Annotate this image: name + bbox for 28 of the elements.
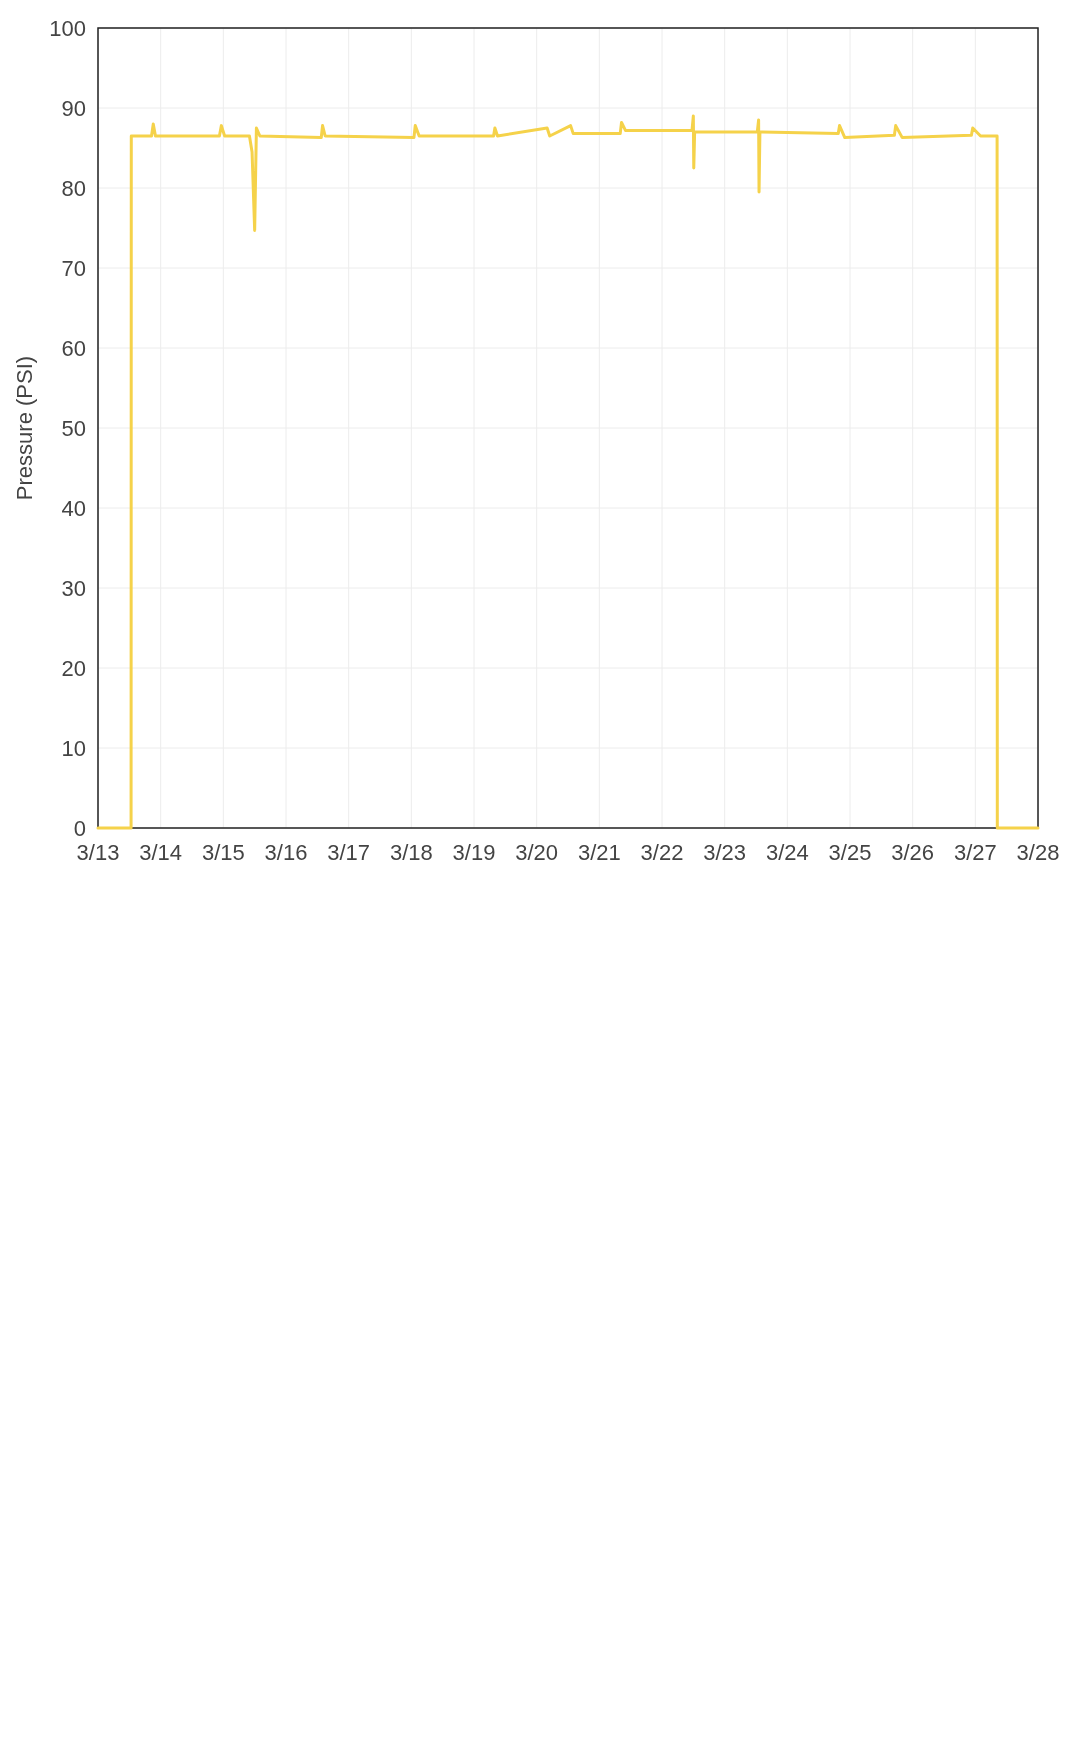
x-tick-label: 3/23 <box>703 840 747 865</box>
y-tick-label: 80 <box>61 175 86 201</box>
y-tick-label: 40 <box>61 495 86 521</box>
x-tick-label: 3/13 <box>76 840 120 865</box>
x-tick-label: 3/15 <box>201 840 245 865</box>
y-tick-label: 70 <box>61 255 86 281</box>
x-tick-label: 3/24 <box>765 840 809 865</box>
x-tick-label: 3/20 <box>515 840 559 865</box>
x-tick-label: 3/18 <box>389 840 433 865</box>
x-tick-label: 3/21 <box>577 840 621 865</box>
x-tick-label: 3/28 <box>1016 840 1060 865</box>
x-tick-label: 3/27 <box>953 840 997 865</box>
x-tick-label: 3/17 <box>327 840 371 865</box>
y-tick-label: 60 <box>61 335 86 361</box>
y-tick-label: 20 <box>61 655 86 681</box>
x-tick-label: 3/14 <box>139 840 183 865</box>
y-tick-label: 90 <box>61 95 86 121</box>
y-tick-label: 10 <box>61 735 86 761</box>
x-tick-label: 3/19 <box>452 840 496 865</box>
y-tick-label: 30 <box>61 575 86 601</box>
y-tick-label: 50 <box>61 415 86 441</box>
y-axis-title: Pressure (PSI) <box>12 355 37 501</box>
y-tick-label: 0 <box>73 815 86 841</box>
x-tick-label: 3/25 <box>828 840 872 865</box>
x-tick-label: 3/16 <box>264 840 308 865</box>
x-tick-label: 3/22 <box>640 840 684 865</box>
y-tick-label: 100 <box>49 15 86 41</box>
x-tick-label: 3/26 <box>891 840 935 865</box>
